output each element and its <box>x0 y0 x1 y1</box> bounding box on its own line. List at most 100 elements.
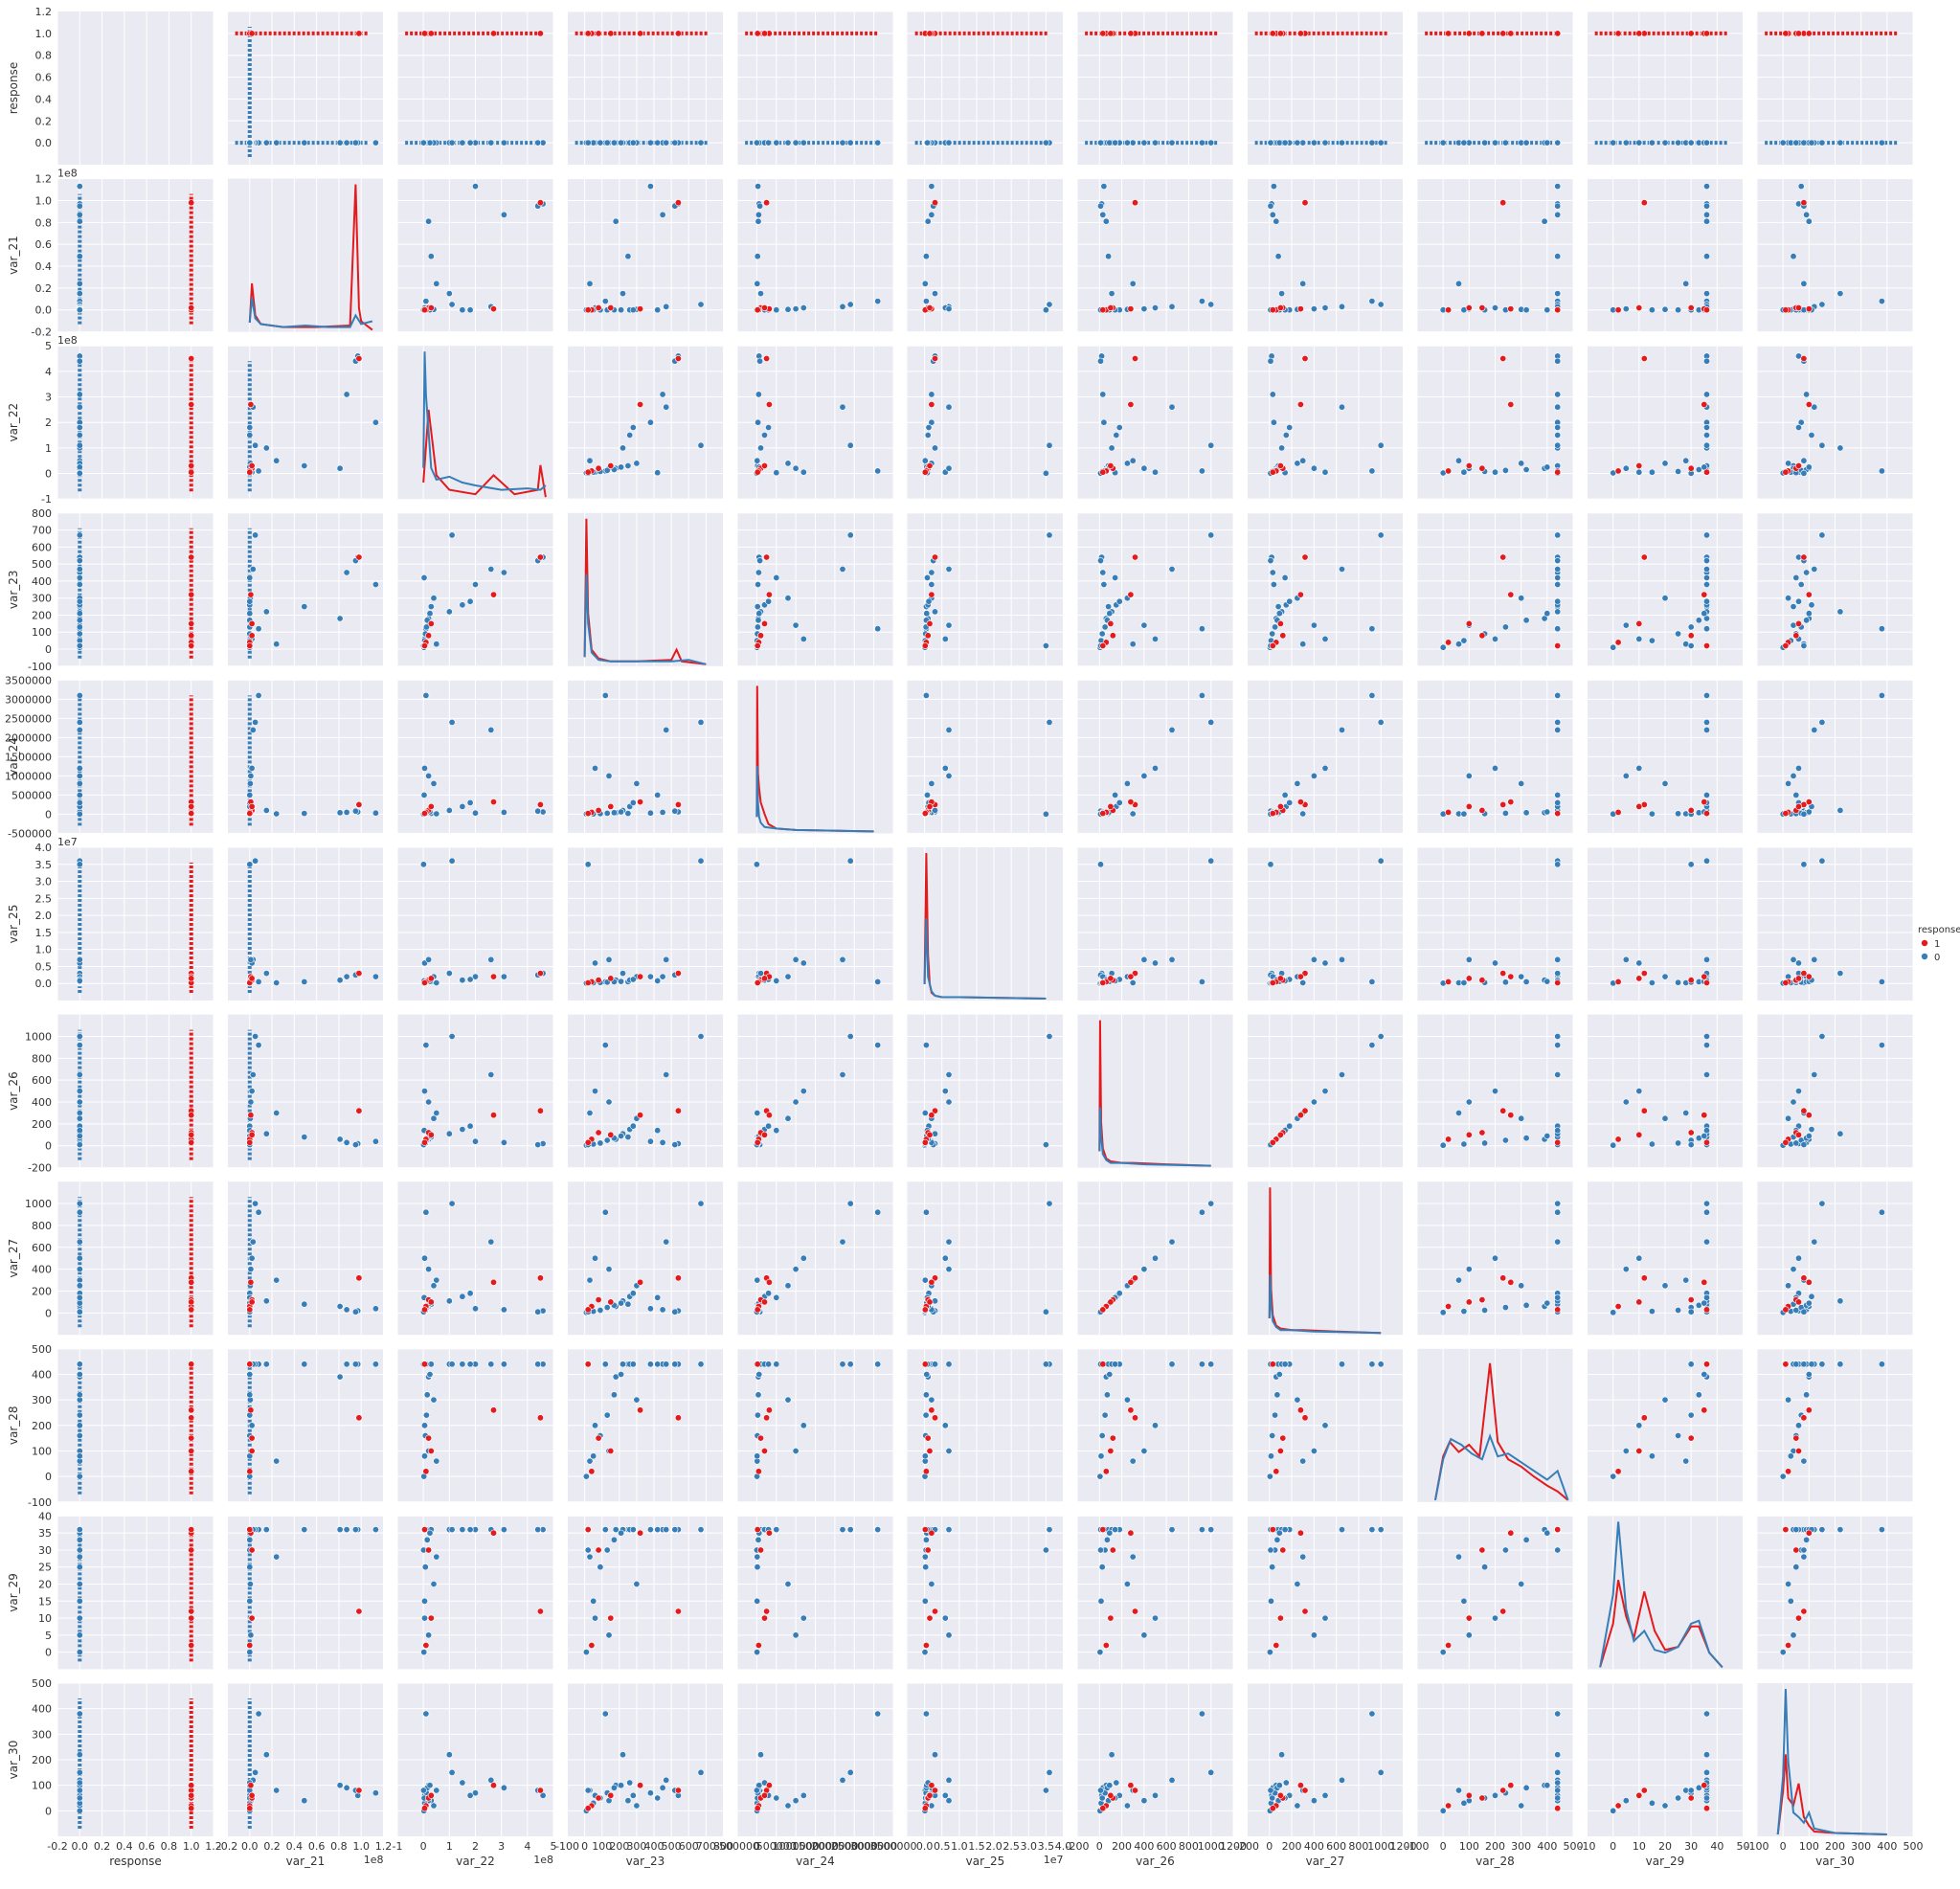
data-point <box>1878 625 1885 633</box>
y-tick-label: 5 <box>45 340 52 352</box>
panel-response-vs-var_30 <box>1756 11 1914 165</box>
data-point <box>427 802 435 810</box>
data-point <box>1554 691 1562 699</box>
data-point <box>1554 1306 1562 1314</box>
data-point <box>1795 1131 1803 1138</box>
data-point <box>1682 1457 1690 1465</box>
data-point <box>605 772 613 779</box>
data-point <box>430 779 438 787</box>
data-point <box>754 1452 761 1460</box>
data-point <box>1703 441 1711 449</box>
data-point <box>792 1631 800 1639</box>
data-point <box>1554 30 1562 37</box>
data-point <box>1460 1597 1468 1605</box>
y-offset-label: 1e7 <box>57 836 78 848</box>
data-point <box>756 1546 764 1554</box>
data-point <box>273 641 281 648</box>
y-tick-label: 2.5 <box>35 892 53 905</box>
data-point <box>754 30 761 37</box>
data-point <box>584 139 592 146</box>
data-point <box>637 400 644 408</box>
data-point <box>1377 1033 1385 1041</box>
data-point <box>800 139 807 146</box>
data-point <box>1492 959 1499 967</box>
data-point <box>1554 978 1562 986</box>
data-point <box>765 591 773 598</box>
data-point <box>618 808 625 816</box>
data-point <box>445 608 453 616</box>
data-point <box>1112 1361 1119 1368</box>
data-point <box>1687 1308 1695 1316</box>
data-point <box>624 810 632 818</box>
panel-var_26-vs-var_26 <box>1076 1014 1234 1168</box>
data-point <box>76 610 83 618</box>
data-point <box>619 290 626 298</box>
kde-line-0 <box>755 765 874 833</box>
data-point <box>273 139 281 146</box>
data-point <box>1339 956 1346 963</box>
data-point <box>1168 1238 1176 1246</box>
data-point <box>355 1608 363 1615</box>
panel-background <box>907 1516 1064 1670</box>
data-point <box>252 857 259 865</box>
data-point <box>1465 772 1473 779</box>
data-point <box>1107 1298 1115 1306</box>
data-point <box>1522 1301 1530 1309</box>
data-point <box>1682 280 1690 287</box>
data-point <box>1127 1406 1135 1414</box>
data-point <box>1377 718 1385 726</box>
panel-response-vs-var_23 <box>567 11 724 165</box>
y-tick-label: 0 <box>45 1471 52 1483</box>
data-point <box>674 1414 682 1422</box>
data-point <box>255 625 262 633</box>
data-point <box>1296 591 1304 598</box>
data-point <box>1198 298 1205 305</box>
data-point <box>76 1088 83 1095</box>
data-point <box>246 810 254 818</box>
data-point <box>1106 610 1114 618</box>
data-point <box>1554 139 1562 146</box>
data-point <box>1507 1112 1515 1119</box>
data-point <box>188 1546 195 1554</box>
y-tick-label: 0.4 <box>35 93 53 105</box>
panel-var_27-vs-var_24 <box>736 1181 894 1336</box>
data-point <box>336 1526 344 1534</box>
data-point <box>773 1361 780 1368</box>
data-point <box>76 565 83 573</box>
data-point <box>76 1282 83 1290</box>
data-point <box>597 1563 604 1571</box>
data-point <box>1465 1614 1473 1622</box>
data-point <box>1270 183 1277 191</box>
data-point <box>1543 463 1551 471</box>
data-point <box>922 1468 930 1475</box>
data-point <box>1614 978 1622 985</box>
data-point <box>423 1536 431 1543</box>
data-point <box>1321 764 1329 772</box>
data-point <box>619 444 626 452</box>
data-point <box>1648 978 1656 986</box>
y-tick-label: 300 <box>32 593 52 605</box>
data-point <box>1377 531 1385 539</box>
data-point <box>922 1642 930 1650</box>
data-point <box>372 1137 379 1145</box>
panel-var_22-vs-var_28 <box>1416 345 1574 500</box>
data-point <box>1198 1526 1205 1534</box>
data-point <box>1152 1614 1160 1622</box>
data-point <box>1465 619 1473 627</box>
data-point <box>637 1112 644 1119</box>
panel-response-vs-var_24 <box>736 11 894 165</box>
panel-var_21-vs-var_22 <box>396 178 554 333</box>
data-point <box>1281 139 1289 146</box>
data-point <box>1518 1282 1525 1290</box>
data-point <box>1554 253 1562 260</box>
data-point <box>1107 802 1115 810</box>
data-point <box>1507 798 1515 806</box>
data-point <box>1481 139 1489 146</box>
data-point <box>500 1361 507 1368</box>
data-point <box>755 211 762 218</box>
data-point <box>1808 1293 1815 1300</box>
data-point <box>1554 861 1562 868</box>
panel-var_24-vs-var_30 <box>1756 679 1914 834</box>
data-point <box>618 139 625 146</box>
